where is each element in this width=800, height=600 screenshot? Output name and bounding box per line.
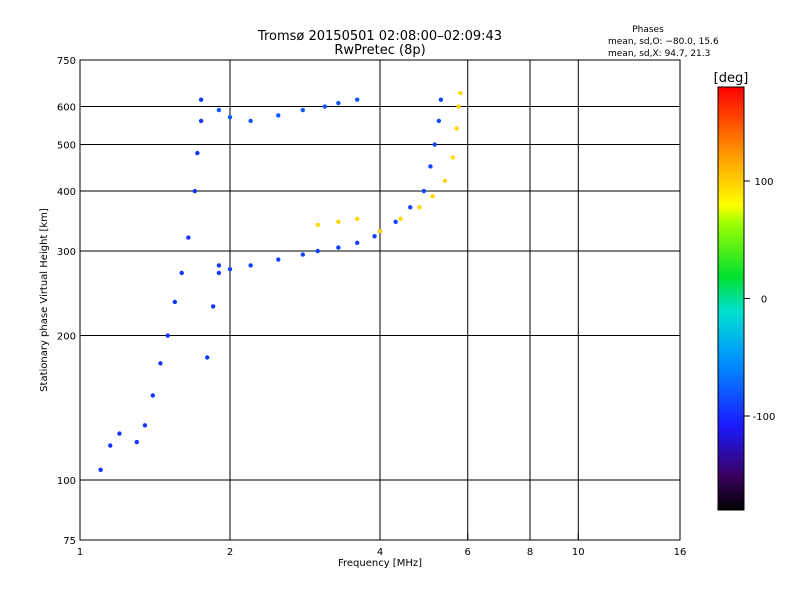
data-point-s4-10 xyxy=(456,104,461,109)
data-point-s1-6 xyxy=(336,245,341,250)
data-point-s1-4 xyxy=(300,252,306,257)
data-point-s4-6 xyxy=(430,194,435,199)
data-point-s1-7 xyxy=(354,240,360,246)
x-tick-label-3: 6 xyxy=(465,547,471,558)
x-axis-label: Frequency [MHz] xyxy=(338,558,422,569)
data-point-s4-8 xyxy=(450,155,456,160)
y-tick-label-2: 200 xyxy=(57,332,76,343)
data-point-s2-5 xyxy=(432,142,437,147)
data-point-s3-1 xyxy=(227,115,233,120)
data-point-s0-4 xyxy=(165,333,170,338)
data-point-s0-7 xyxy=(186,235,191,240)
data-point-s4-9 xyxy=(454,126,459,131)
data-point-s1-8 xyxy=(372,234,377,239)
x-tick-label-0: 1 xyxy=(77,547,83,558)
data-point-s0-17 xyxy=(98,467,103,473)
data-point-s0-8 xyxy=(192,188,198,194)
data-point-s2-4 xyxy=(428,164,433,169)
data-point-s3-3 xyxy=(276,113,281,118)
data-point-s4-4 xyxy=(398,216,403,222)
data-point-s0-15 xyxy=(117,431,122,436)
data-point-s3-7 xyxy=(354,97,360,102)
data-point-s4-11 xyxy=(458,90,463,96)
data-point-s0-10 xyxy=(198,118,204,124)
data-point-s2-3 xyxy=(421,188,427,194)
y-tick-label-7: 750 xyxy=(57,56,76,67)
y-tick-label-5: 500 xyxy=(57,141,76,152)
chart-subtitle: RwPretec (8p) xyxy=(334,43,425,58)
phase-info-heading: Phases xyxy=(632,25,664,35)
axis-ticks: 1 2 4 6 8 10 16 75 100 200 300 400 500 600 750 xyxy=(57,56,686,558)
phase-info-line-o: mean, sd,O: −80.0, 15.6 xyxy=(608,37,719,47)
data-point-s2-6 xyxy=(436,118,442,124)
y-tick-label-1: 100 xyxy=(57,476,76,487)
data-point-s0-0 xyxy=(134,439,139,445)
data-point-s1-1 xyxy=(227,266,233,272)
data-point-s2-7 xyxy=(438,97,444,102)
data-point-s0-13 xyxy=(210,304,216,309)
data-point-s2-2 xyxy=(408,205,413,210)
y-tick-label-0: 75 xyxy=(63,536,76,547)
data-point-s0-1 xyxy=(142,423,148,428)
colorbar-label: [deg] xyxy=(714,71,749,86)
data-point-s1-2 xyxy=(248,263,253,268)
data-point-s4-1 xyxy=(336,219,341,225)
colorbar-tick-label-2: -100 xyxy=(753,412,776,423)
chart-title: Tromsø 20150501 02:08:00–02:09:43 xyxy=(257,29,502,44)
colorbar: [deg] 100 0 -100 xyxy=(714,71,775,511)
colorbar-ticks: 100 0 -100 xyxy=(744,177,775,423)
data-point-s3-0 xyxy=(216,107,222,113)
data-point-s2-1 xyxy=(393,219,398,225)
grid-lines xyxy=(80,60,680,540)
phase-info: Phases mean, sd,O: −80.0, 15.6 mean, sd,… xyxy=(608,25,719,59)
data-point-s0-12 xyxy=(204,355,210,360)
plot-area: 1 2 4 6 8 10 16 75 100 200 300 400 500 600 750 xyxy=(57,56,686,558)
y-tick-label-4: 400 xyxy=(57,187,76,198)
x-tick-label-2: 4 xyxy=(377,547,383,558)
data-point-s0-6 xyxy=(179,270,184,276)
data-point-s3-4 xyxy=(300,107,306,113)
colorbar-tick-label-0: 100 xyxy=(754,177,773,188)
data-point-s1-3 xyxy=(276,257,281,262)
data-point-s4-5 xyxy=(417,205,422,210)
data-point-s0-16 xyxy=(108,443,113,448)
data-point-s3-6 xyxy=(336,100,341,106)
data-point-s4-7 xyxy=(442,178,448,184)
x-tick-label-6: 16 xyxy=(674,547,687,558)
y-axis-label: Stationary phase Virtual Height [km] xyxy=(39,208,50,392)
x-tick-label-5: 10 xyxy=(572,547,585,558)
data-point-s3-5 xyxy=(322,104,328,109)
data-points xyxy=(98,90,463,473)
data-point-s0-11 xyxy=(198,97,204,102)
x-tick-label-1: 2 xyxy=(227,547,233,558)
data-point-s0-14 xyxy=(216,263,222,268)
data-point-s1-5 xyxy=(315,248,320,254)
data-point-s0-3 xyxy=(158,361,163,366)
colorbar-tick-label-1: 0 xyxy=(761,295,767,306)
data-point-s4-2 xyxy=(354,216,360,222)
data-point-s0-5 xyxy=(172,299,178,305)
colorbar-gradient xyxy=(717,86,745,511)
data-point-s0-2 xyxy=(150,393,156,398)
data-point-s4-3 xyxy=(377,228,383,234)
y-tick-label-6: 600 xyxy=(57,103,76,114)
data-point-s4-0 xyxy=(315,222,320,228)
phase-info-line-x: mean, sd,X: 94.7, 21.3 xyxy=(608,49,710,59)
x-tick-label-4: 8 xyxy=(527,547,533,558)
data-point-s0-9 xyxy=(195,150,200,156)
y-tick-label-3: 300 xyxy=(57,247,76,258)
data-point-s3-2 xyxy=(248,118,253,124)
data-point-s1-0 xyxy=(216,270,222,276)
